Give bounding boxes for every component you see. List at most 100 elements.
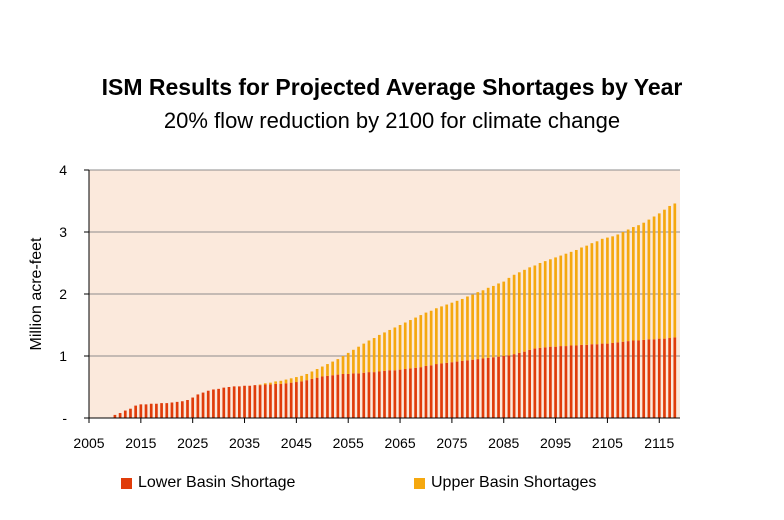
bar-upper-basin	[331, 361, 335, 376]
bars	[113, 203, 677, 418]
bar-lower-basin	[647, 339, 651, 418]
bar-upper-basin	[372, 338, 376, 373]
bar-lower-basin	[305, 380, 309, 418]
bar-lower-basin	[388, 370, 392, 418]
axes: - 1 2 3 4 2005 2015 2025 2035 2045 2055 2065 2075 208…	[59, 162, 680, 451]
bar-lower-basin	[538, 347, 542, 418]
bar-lower-basin	[253, 385, 257, 418]
legend-swatch-lower-basin	[121, 477, 132, 489]
bar-lower-basin	[362, 372, 366, 418]
bar-lower-basin	[554, 346, 557, 418]
bar-lower-basin	[476, 359, 480, 418]
bar-upper-basin	[357, 346, 360, 374]
bar-upper-basin	[434, 308, 438, 365]
bar-lower-basin	[455, 361, 459, 418]
bar-lower-basin	[367, 372, 371, 418]
bar-upper-basin	[517, 272, 521, 353]
bar-lower-basin	[352, 373, 355, 418]
bar-upper-basin	[289, 378, 293, 383]
bar-lower-basin	[170, 402, 174, 418]
legend-label-lower-basin: Lower Basin Shortage	[138, 474, 296, 491]
bar-upper-basin	[569, 251, 573, 346]
bar-lower-basin	[492, 357, 495, 418]
bar-upper-basin	[616, 234, 620, 343]
bar-lower-basin	[533, 348, 537, 418]
bar-lower-basin	[284, 383, 288, 418]
bar-upper-basin	[377, 334, 381, 372]
bar-lower-basin	[621, 341, 625, 418]
bar-lower-basin	[574, 345, 578, 418]
bar-lower-basin	[440, 363, 443, 418]
bar-lower-basin	[580, 344, 583, 418]
bar-lower-basin	[263, 384, 267, 418]
x-tick-label: 2075	[436, 435, 467, 451]
bar-lower-basin	[652, 339, 656, 418]
bar-lower-basin	[336, 374, 340, 418]
bar-upper-basin	[466, 296, 469, 361]
legend-label-upper-basin: Upper Basin Shortages	[431, 474, 597, 491]
bar-lower-basin	[606, 343, 609, 418]
bar-lower-basin	[134, 405, 138, 418]
bar-lower-basin	[600, 343, 604, 418]
bar-upper-basin	[543, 261, 547, 348]
bar-lower-basin	[549, 346, 552, 418]
bar-upper-basin	[492, 285, 495, 358]
bar-lower-basin	[642, 339, 646, 418]
bar-lower-basin	[222, 387, 226, 418]
bar-upper-basin	[481, 290, 485, 359]
bar-lower-basin	[460, 360, 464, 418]
bar-upper-basin	[284, 379, 288, 384]
bar-upper-basin	[549, 259, 552, 347]
bar-upper-basin	[497, 283, 500, 357]
chart-subtitle: 20% flow reduction by 2100 for climate c…	[163, 108, 621, 133]
x-tick-label: 2005	[73, 435, 104, 451]
bar-lower-basin	[466, 360, 469, 418]
bar-lower-basin	[346, 373, 350, 418]
bar-lower-basin	[429, 365, 433, 418]
bar-upper-basin	[279, 380, 283, 384]
bar-upper-basin	[590, 243, 594, 345]
bar-lower-basin	[232, 386, 236, 418]
bar-lower-basin	[637, 340, 640, 418]
bar-lower-basin	[237, 386, 241, 418]
bar-lower-basin	[212, 389, 215, 418]
bar-lower-basin	[165, 403, 169, 418]
bar-lower-basin	[559, 346, 563, 418]
x-tick-label: 2085	[488, 435, 519, 451]
bar-lower-basin	[383, 370, 386, 418]
bar-upper-basin	[600, 238, 604, 344]
bar-lower-basin	[663, 338, 666, 418]
bar-lower-basin	[310, 378, 314, 418]
bar-upper-basin	[657, 213, 661, 339]
bar-lower-basin	[377, 371, 381, 418]
y-tick-label: 2	[59, 286, 67, 302]
y-tick-label: 3	[59, 224, 67, 240]
bar-upper-basin	[320, 366, 324, 377]
bar-upper-basin	[626, 229, 630, 342]
bar-upper-basin	[300, 375, 303, 382]
bar-upper-basin	[652, 216, 656, 340]
bar-upper-basin	[673, 203, 677, 338]
bar-upper-basin	[580, 247, 583, 345]
y-tick-label: -	[62, 410, 67, 426]
bar-lower-basin	[486, 357, 490, 418]
bar-lower-basin	[227, 387, 231, 418]
bar-lower-basin	[243, 385, 246, 418]
x-tick-label: 2055	[333, 435, 364, 451]
bar-lower-basin	[129, 408, 132, 418]
bar-lower-basin	[595, 344, 599, 418]
bar-upper-basin	[419, 315, 423, 368]
bar-upper-basin	[595, 241, 599, 345]
bar-upper-basin	[445, 304, 449, 363]
bar-lower-basin	[611, 342, 614, 418]
bar-upper-basin	[429, 310, 433, 366]
bar-lower-basin	[528, 349, 532, 418]
bar-upper-basin	[346, 352, 350, 374]
bar-lower-basin	[569, 345, 573, 418]
bar-lower-basin	[180, 401, 184, 418]
bar-upper-basin	[642, 222, 646, 340]
bar-lower-basin	[616, 342, 620, 418]
bar-upper-basin	[388, 329, 392, 371]
bar-upper-basin	[460, 298, 464, 361]
